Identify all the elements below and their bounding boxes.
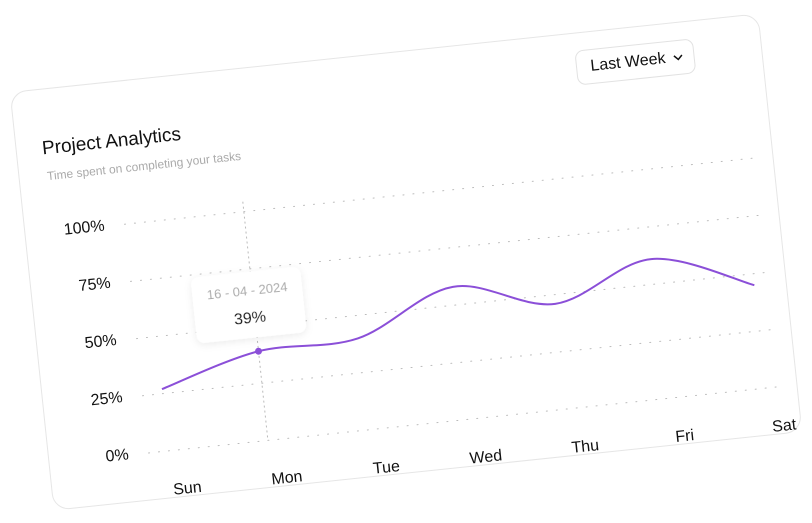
y-tick-label: 75% [78, 275, 112, 295]
point [255, 347, 263, 355]
grid-line [124, 156, 762, 225]
grid-line [148, 385, 786, 454]
x-tick-label: Thu [571, 437, 600, 457]
tooltip-value: 39% [233, 309, 267, 329]
dropdown-caret[interactable] [673, 54, 683, 61]
tooltip-bg [191, 267, 306, 343]
y-tick-label: 25% [90, 389, 124, 409]
x-tick-label: Sat [771, 416, 797, 435]
x-tick-label: Fri [675, 427, 695, 446]
x-tick-label: Mon [271, 468, 304, 488]
grid-line [142, 328, 780, 397]
y-tick-label: 0% [105, 446, 130, 465]
card-bg [11, 14, 801, 510]
x-tick-label: Sun [172, 479, 202, 499]
x-tick-label: Wed [469, 447, 503, 467]
x-tick-label: Tue [372, 458, 401, 478]
grid-line [130, 214, 768, 282]
card: Project Analytics Time spent on completi… [11, 14, 801, 510]
grid-line [136, 271, 774, 340]
y-tick-label: 50% [84, 332, 118, 352]
dropdown[interactable] [575, 39, 696, 85]
y-tick-label: 100% [63, 218, 105, 239]
